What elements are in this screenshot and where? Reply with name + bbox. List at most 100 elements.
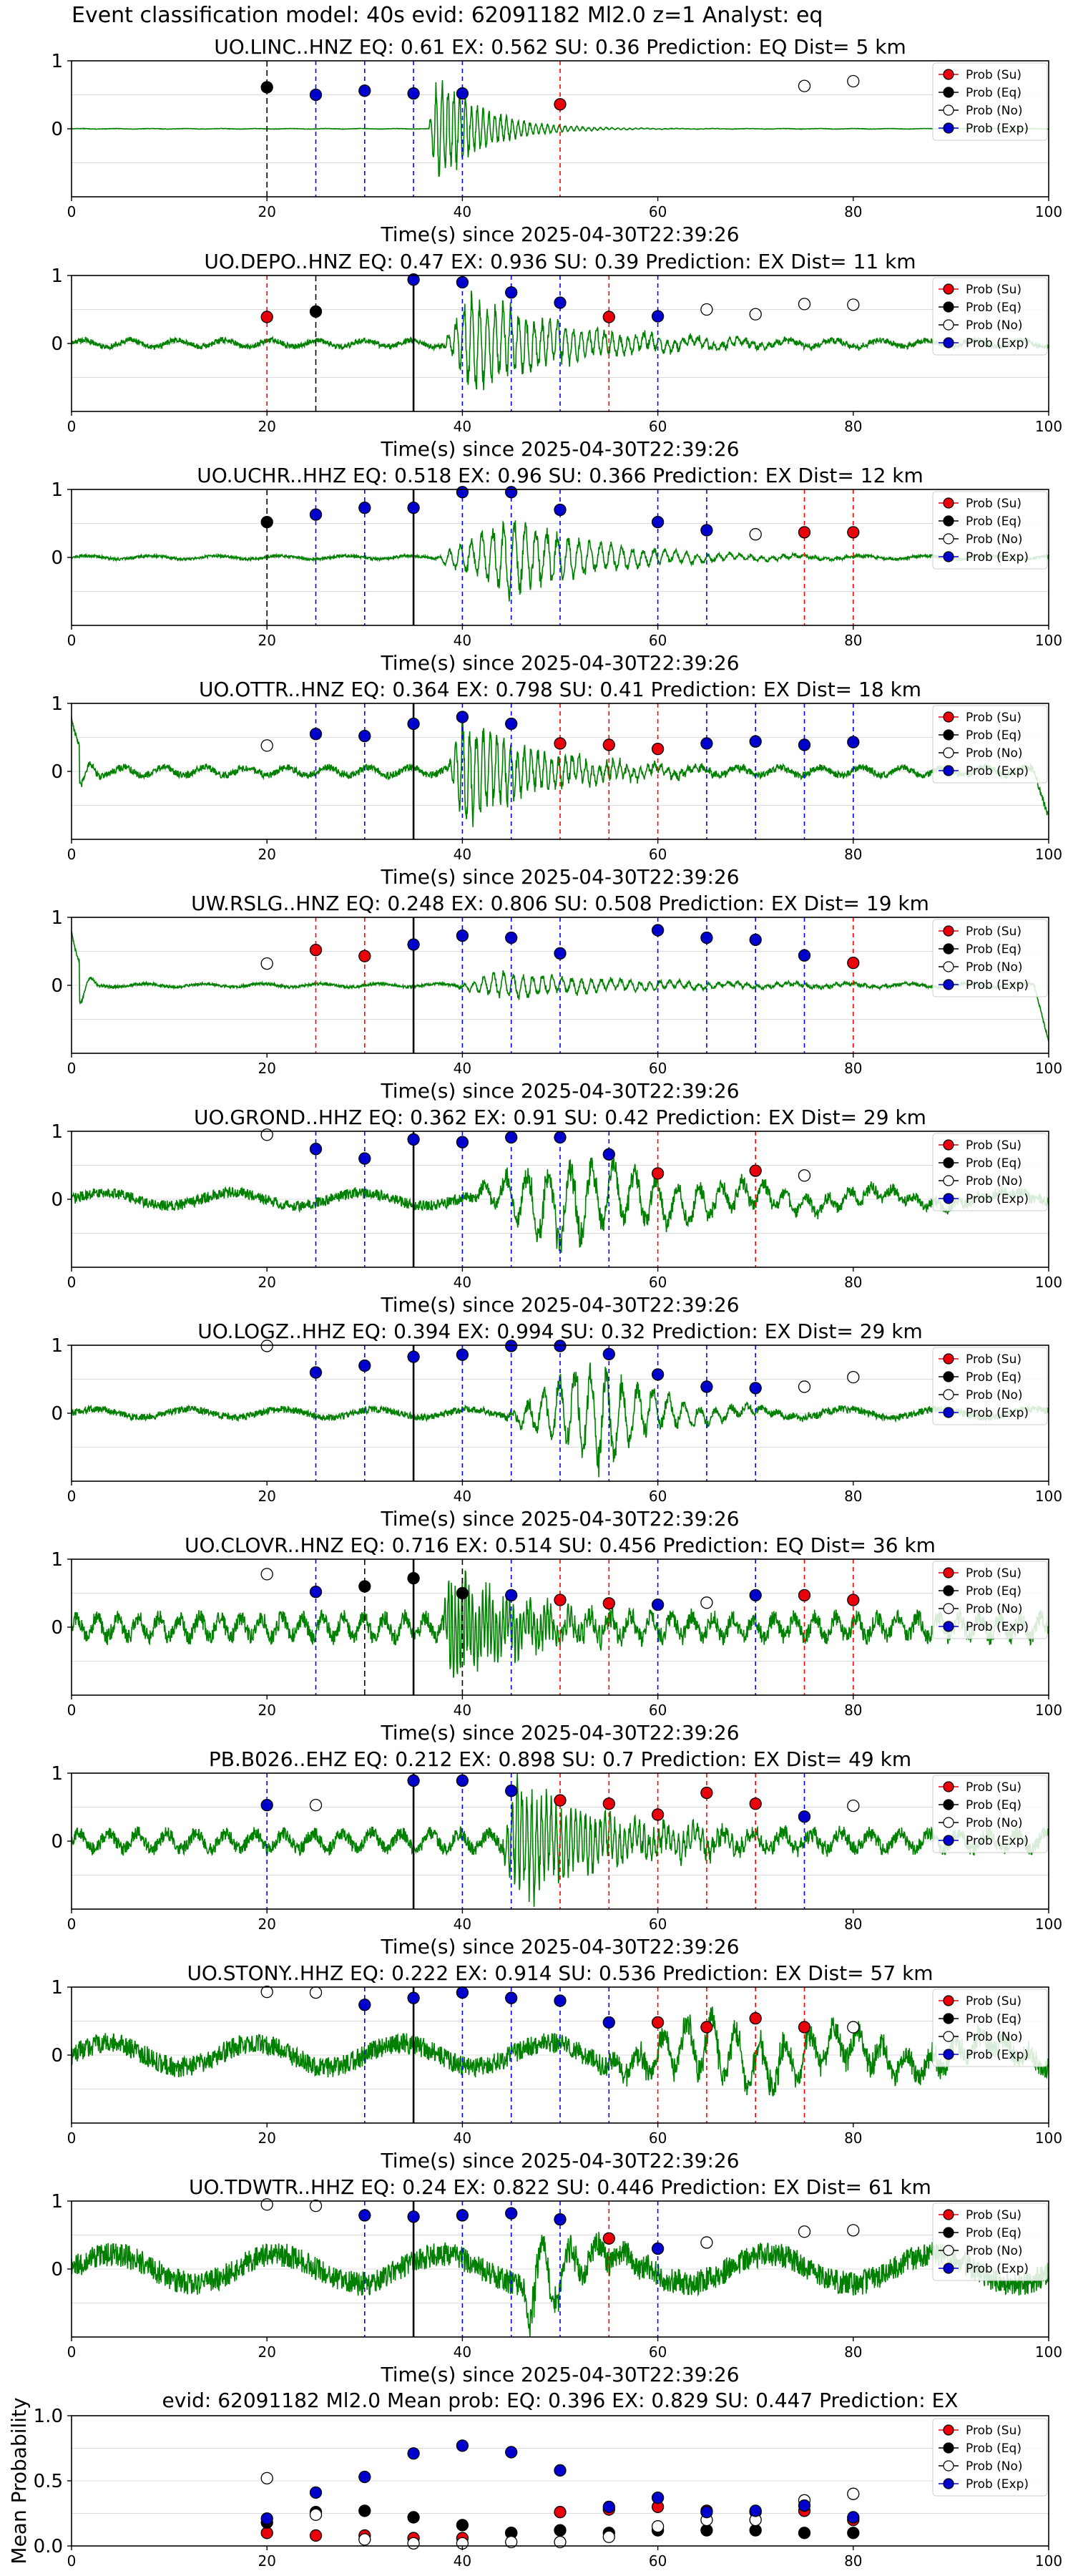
panel-8-marker-exp-70 xyxy=(749,1589,762,1602)
panel-6-legend-label-eq: Prob (Eq) xyxy=(966,1156,1021,1171)
panel-3-legend-marker-no xyxy=(943,533,954,545)
panel-5-marker-exp-45 xyxy=(505,931,518,945)
summary-panel-ylabel: Mean Probability xyxy=(7,2397,31,2564)
panel-6-legend-label-no: Prob (No) xyxy=(966,1174,1023,1189)
panel-7-legend-marker-exp xyxy=(943,1407,954,1418)
panel-10-xtick-label: 100 xyxy=(1035,2129,1062,2147)
panel-3-marker-su-75 xyxy=(798,526,811,539)
panel-2-legend-label-exp: Prob (Exp) xyxy=(966,336,1029,351)
panel-4-legend-marker-su xyxy=(943,711,954,723)
panel-7-marker-exp-55 xyxy=(602,1347,615,1360)
panel-7-xtick-label: 60 xyxy=(649,1488,667,1505)
summary-panel-xtick-label: 80 xyxy=(844,2552,862,2570)
panel-3-legend-label-no: Prob (No) xyxy=(966,532,1023,547)
summary-panel-ytick-label: 0.5 xyxy=(34,2471,63,2492)
panel-10-marker-no-80 xyxy=(847,2021,860,2034)
panel-1-xtick-label: 20 xyxy=(258,203,275,220)
panel-10-marker-exp-35 xyxy=(407,1991,420,2004)
panel-9-xtick-label: 0 xyxy=(67,1916,77,1933)
summary-panel-point-su-50 xyxy=(554,2506,567,2519)
summary-panel-legend-label-exp: Prob (Exp) xyxy=(966,2477,1029,2492)
panel-8-marker-exp-60 xyxy=(651,1598,665,1611)
panel-4-xtick-label: 60 xyxy=(649,846,667,863)
panel-10-xlabel: Time(s) since 2025-04-30T22:39:26 xyxy=(380,2149,739,2172)
summary-panel-point-no-60 xyxy=(651,2520,665,2533)
panel-6-marker-no-75 xyxy=(798,1169,811,1182)
panel-2-legend-marker-no xyxy=(943,319,954,331)
panel-8-xtick-label: 60 xyxy=(649,1702,667,1719)
panel-1-ytick-label: 1 xyxy=(51,51,63,72)
panel-6-xtick-label: 40 xyxy=(454,1274,471,1291)
panel-7-legend-label-eq: Prob (Eq) xyxy=(966,1370,1021,1385)
panel-2-legend-label-eq: Prob (Eq) xyxy=(966,301,1021,315)
panel-3-marker-su-80 xyxy=(847,526,860,539)
panel-5-marker-exp-70 xyxy=(749,933,762,946)
panel-6-legend xyxy=(932,1133,1048,1211)
panel-2-legend-marker-eq xyxy=(943,301,954,313)
panel-11-marker-exp-45 xyxy=(505,2207,518,2220)
panel-11-marker-exp-60 xyxy=(651,2242,665,2255)
panel-2-legend-label-su: Prob (Su) xyxy=(966,283,1021,297)
panel-11-legend-label-su: Prob (Su) xyxy=(966,2208,1021,2223)
panel-6-xtick-label: 100 xyxy=(1035,1274,1062,1291)
panel-10-xtick-label: 80 xyxy=(844,2129,862,2147)
summary-panel-xtick-label: 60 xyxy=(649,2552,667,2570)
panel-8-marker-su-75 xyxy=(798,1589,811,1602)
summary-panel-point-exp-30 xyxy=(358,2470,371,2484)
panel-1-ytick-label: 0 xyxy=(51,119,63,140)
panel-11-legend-label-eq: Prob (Eq) xyxy=(966,2226,1021,2240)
panel-2-xtick-label: 20 xyxy=(258,418,275,435)
panel-7-marker-exp-70 xyxy=(749,1382,762,1395)
panel-8-marker-no-20 xyxy=(260,1568,273,1581)
panel-10-marker-exp-50 xyxy=(554,1994,567,2007)
summary-panel-point-no-80 xyxy=(847,2487,860,2500)
panel-2-legend-marker-su xyxy=(943,283,954,295)
panel-2: UO.DEPO..HNZ EQ: 0.47 EX: 0.936 SU: 0.39… xyxy=(51,250,1062,461)
panel-4-legend-label-no: Prob (No) xyxy=(966,746,1023,761)
panel-4-marker-no-20 xyxy=(260,739,273,752)
panel-10-title: UO.STONY..HHZ EQ: 0.222 EX: 0.914 SU: 0.… xyxy=(187,1961,933,1985)
panel-6-marker-su-70 xyxy=(749,1164,762,1177)
panel-5-legend-marker-exp xyxy=(943,979,954,990)
panel-10-legend-marker-exp xyxy=(943,2049,954,2060)
summary-panel-point-eq-80 xyxy=(847,2527,860,2540)
summary-panel-legend-label-su: Prob (Su) xyxy=(966,2424,1021,2438)
panel-10-marker-exp-30 xyxy=(358,1999,371,2011)
panel-9-xtick-label: 40 xyxy=(454,1916,471,1933)
panel-5-ytick-label: 1 xyxy=(51,907,63,929)
panel-1-legend-label-no: Prob (No) xyxy=(966,104,1023,118)
panel-9-xlabel: Time(s) since 2025-04-30T22:39:26 xyxy=(380,1935,739,1958)
panel-7-legend xyxy=(932,1347,1048,1425)
panel-7-marker-exp-35 xyxy=(407,1350,420,1363)
panel-8-xtick-label: 0 xyxy=(67,1702,77,1719)
panel-11-title: UO.TDWTR..HHZ EQ: 0.24 EX: 0.822 SU: 0.4… xyxy=(189,2175,931,2199)
panel-10: UO.STONY..HHZ EQ: 0.222 EX: 0.914 SU: 0.… xyxy=(51,1961,1062,2172)
panel-10-ytick-label: 1 xyxy=(51,1977,63,1999)
summary-panel-legend-marker-eq xyxy=(943,2442,954,2454)
panel-3-ytick-label: 0 xyxy=(51,547,63,569)
panel-5-legend-label-eq: Prob (Eq) xyxy=(966,942,1021,957)
panel-3-marker-exp-60 xyxy=(651,515,665,529)
panel-2-xtick-label: 60 xyxy=(649,418,667,435)
panel-9-marker-su-65 xyxy=(700,1786,713,1800)
panel-9-legend-marker-no xyxy=(943,1817,954,1828)
summary-panel-point-exp-45 xyxy=(505,2446,518,2459)
summary-panel-point-exp-60 xyxy=(651,2492,665,2504)
panel-2-marker-exp-35 xyxy=(407,273,420,286)
summary-panel-legend xyxy=(932,2418,1048,2497)
summary-panel-legend-marker-no xyxy=(943,2460,954,2472)
summary-panel-point-eq-35 xyxy=(407,2511,420,2524)
panel-11-marker-exp-30 xyxy=(358,2209,371,2222)
panel-3-marker-exp-30 xyxy=(358,502,371,514)
summary-panel-point-no-55 xyxy=(602,2530,615,2543)
panel-11-legend-marker-eq xyxy=(943,2227,954,2238)
panel-5-xtick-label: 0 xyxy=(67,1060,77,1077)
panel-2-legend-marker-exp xyxy=(943,337,954,348)
panel-6-xtick-label: 80 xyxy=(844,1274,862,1291)
panel-11-legend-label-exp: Prob (Exp) xyxy=(966,2262,1029,2276)
panel-3: UO.UCHR..HHZ EQ: 0.518 EX: 0.96 SU: 0.36… xyxy=(51,464,1062,675)
panel-11-legend-marker-no xyxy=(943,2245,954,2256)
panel-2-xtick-label: 80 xyxy=(844,418,862,435)
panel-6-legend-marker-no xyxy=(943,1175,954,1186)
summary-panel-point-exp-35 xyxy=(407,2447,420,2460)
